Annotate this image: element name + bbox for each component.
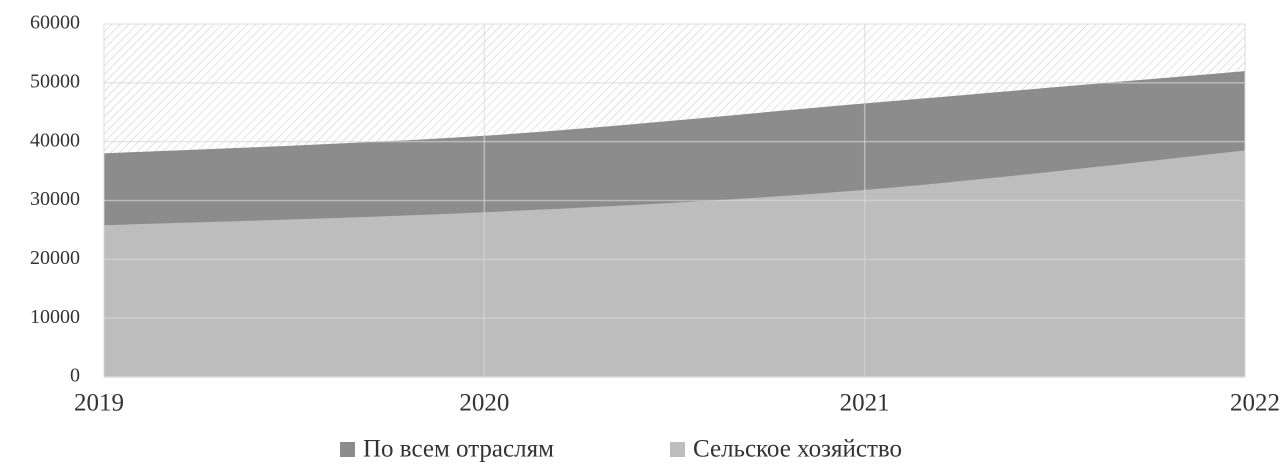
x-tick-label: 2020 (459, 390, 509, 417)
legend-swatch (340, 442, 355, 457)
y-tick-label: 0 (70, 365, 80, 387)
y-tick-label: 20000 (30, 247, 80, 269)
y-tick-label: 40000 (30, 129, 80, 151)
x-tick-label: 2019 (74, 390, 124, 417)
y-tick-label: 30000 (30, 188, 80, 210)
x-tick-label: 2021 (840, 390, 890, 417)
legend-label: Сельское хозяйство (693, 436, 902, 463)
y-tick-label: 50000 (30, 70, 80, 92)
legend-swatch (670, 442, 685, 457)
area (104, 150, 1245, 377)
y-tick-label: 10000 (30, 306, 80, 328)
y-tick-label: 60000 (30, 12, 80, 34)
x-tick-label: 2022 (1230, 390, 1280, 417)
legend-label: По всем отраслям (363, 436, 554, 463)
